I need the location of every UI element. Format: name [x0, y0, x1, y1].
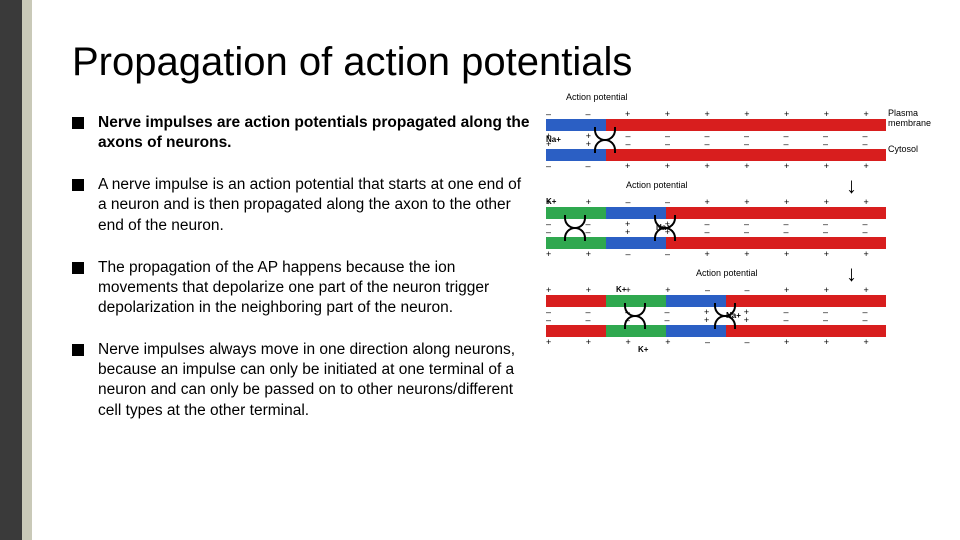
- sodium-ion-label: Na+: [656, 223, 671, 232]
- arrow-down-icon: ↓: [846, 173, 960, 199]
- sodium-ion-label: Na+: [726, 311, 741, 320]
- bullet-marker-icon: [72, 344, 84, 356]
- charge-row: + + – – + + + + + + + + + +: [546, 249, 886, 259]
- diagram-column: – – + + + + + + + + + + + ++ + – – – – –…: [546, 113, 926, 443]
- bullet-column: Nerve impulses are action potentials pro…: [72, 113, 532, 443]
- charge-row: + + – – + + + + + + + + + +: [546, 197, 886, 207]
- arrow-down-icon: ↓: [846, 261, 960, 287]
- slide-title: Propagation of action potentials: [72, 40, 940, 85]
- potassium-ion-label: K+: [546, 197, 556, 206]
- charge-row: – – + + + + + + + + + + + +: [546, 161, 886, 171]
- bullet-marker-icon: [72, 117, 84, 129]
- diagram-panel: – – + + + + + + + + + + + ++ + – – – – –…: [546, 113, 926, 167]
- charge-row: – – + + – – – – – – – – – –: [546, 227, 886, 237]
- potassium-ion-label: K+: [616, 285, 626, 294]
- bullet-item: A nerve impulse is an action potential t…: [72, 175, 532, 235]
- bullet-item: The propagation of the AP happens becaus…: [72, 258, 532, 318]
- bullet-marker-icon: [72, 179, 84, 191]
- charge-row: – – + + + + + + + + + + + +: [546, 109, 886, 119]
- bullet-text: Nerve impulses always move in one direct…: [98, 340, 532, 421]
- bullet-text: The propagation of the AP happens becaus…: [98, 258, 532, 318]
- charge-row: + + + + – – + + + + + + + +: [546, 337, 886, 347]
- plasma-membrane-label: Plasma membrane: [888, 109, 931, 129]
- sodium-ion-label: Na+: [546, 135, 561, 144]
- slide-content: Propagation of action potentials Nerve i…: [32, 0, 960, 540]
- cytosol-label: Cytosol: [888, 145, 918, 155]
- action-potential-label: Action potential: [566, 93, 628, 103]
- charge-row: + + + + – – + + + + + + + +: [546, 285, 886, 295]
- action-potential-label: Action potential: [696, 269, 758, 279]
- bullet-marker-icon: [72, 262, 84, 274]
- bullet-text: Nerve impulses are action potentials pro…: [98, 113, 532, 153]
- bullet-item: Nerve impulses always move in one direct…: [72, 340, 532, 421]
- diagram-panel: + + – – + + + + + + + + + +– – + + – – –…: [546, 201, 926, 255]
- slide-sidebar-accent: [22, 0, 32, 540]
- bullet-text: A nerve impulse is an action potential t…: [98, 175, 532, 235]
- diagram-panel: + + + + – – + + + + + + + +– – – – + + –…: [546, 289, 926, 343]
- action-potential-label: Action potential: [626, 181, 688, 191]
- potassium-ion-label: K+: [638, 345, 648, 354]
- bullet-item: Nerve impulses are action potentials pro…: [72, 113, 532, 153]
